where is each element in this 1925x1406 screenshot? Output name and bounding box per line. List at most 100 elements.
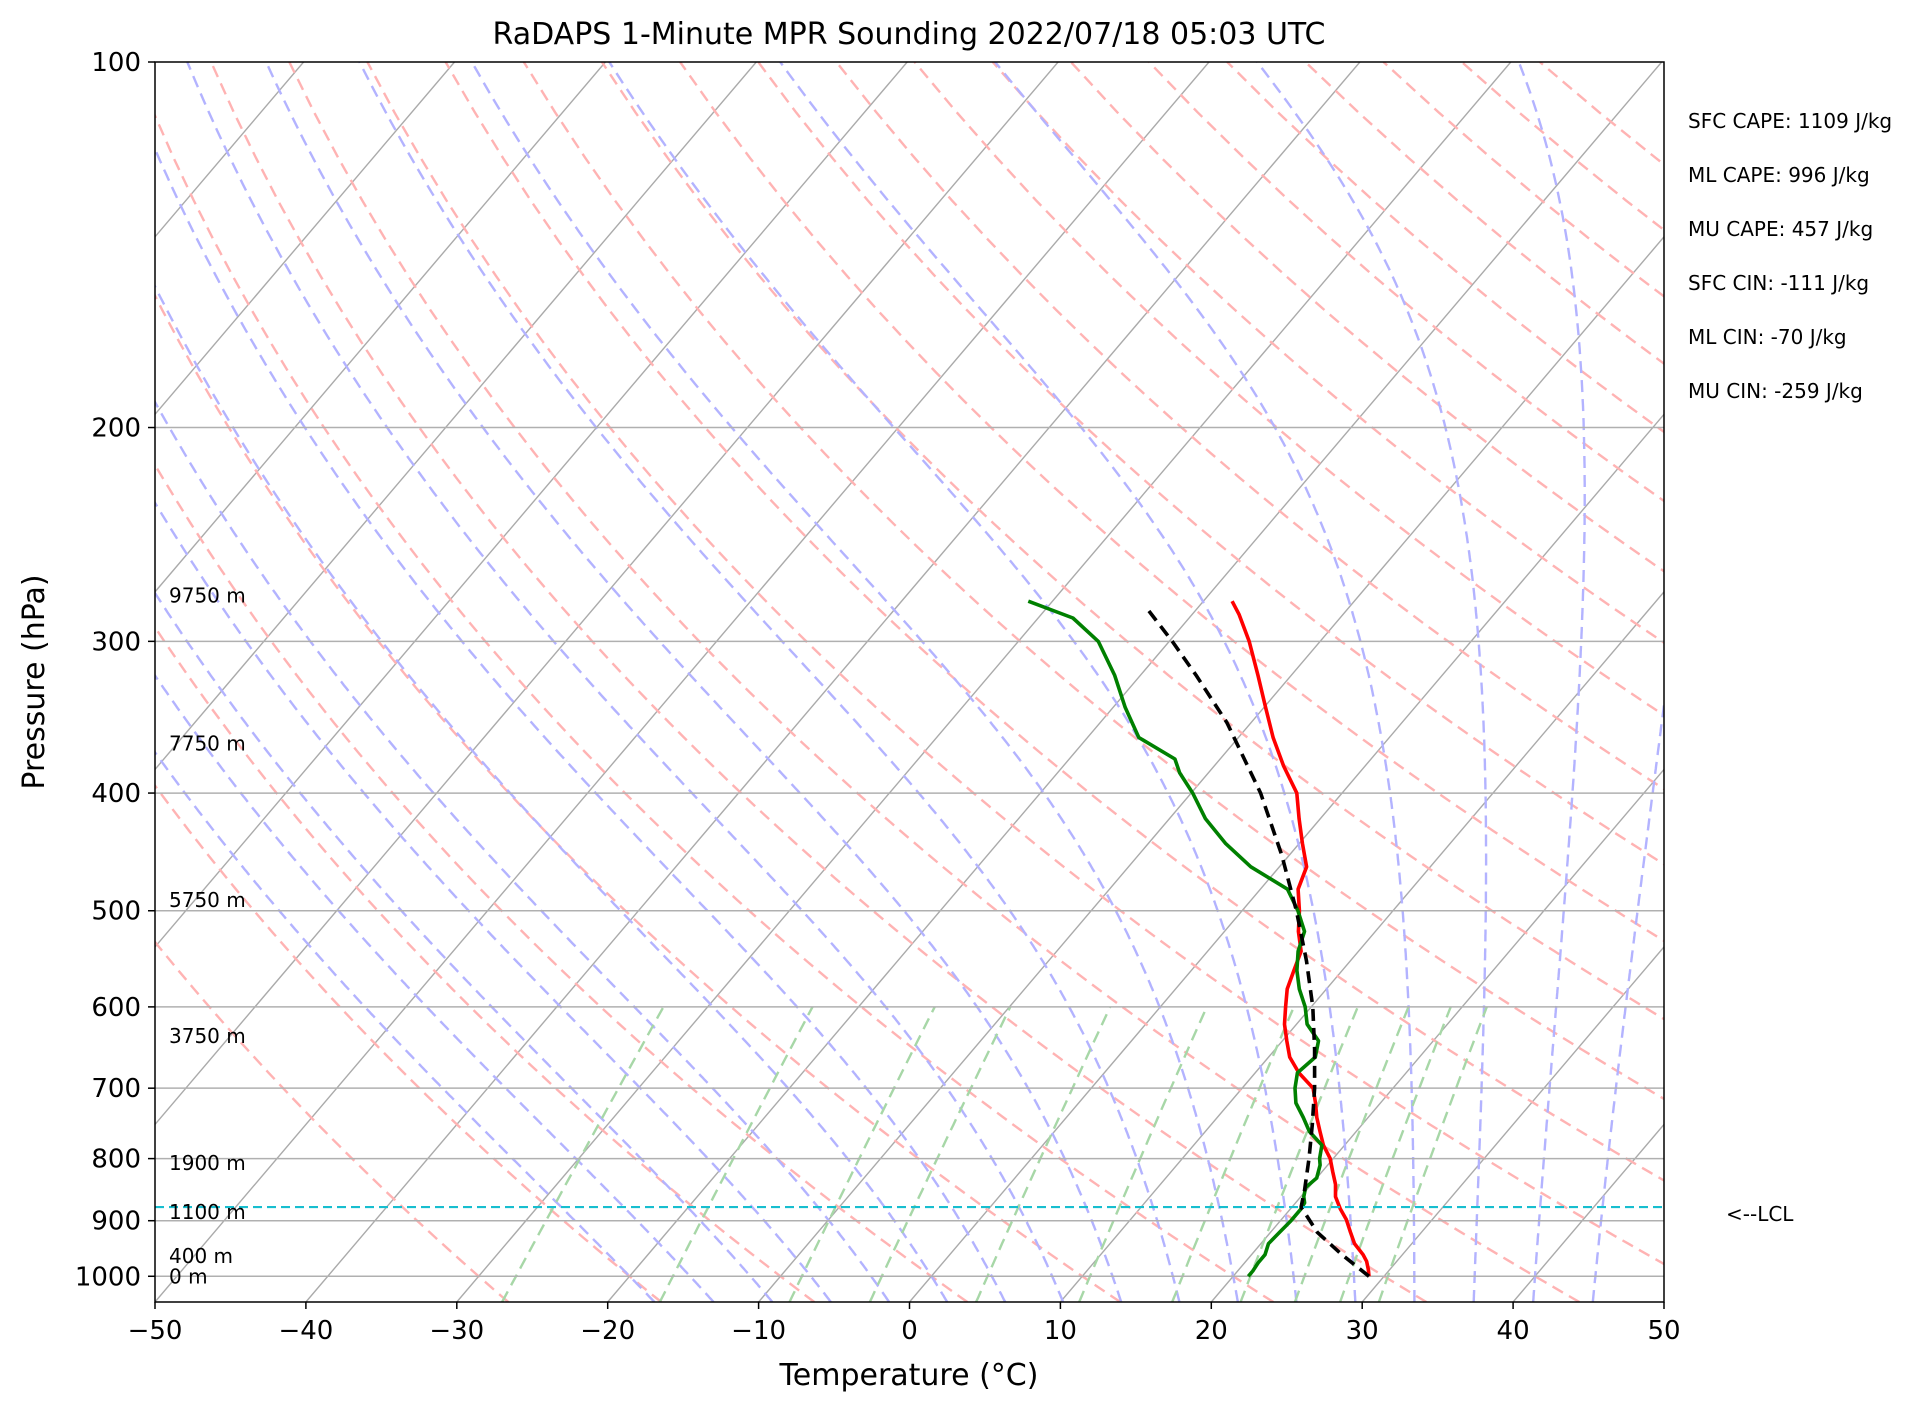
y-tick-label: 1000 xyxy=(75,1262,141,1292)
isotherm-line xyxy=(1361,945,1664,1302)
y-tick-label: 500 xyxy=(91,897,141,927)
x-tick-label: 30 xyxy=(1346,1316,1379,1346)
isotherm-line xyxy=(1210,768,1664,1302)
isotherm-line xyxy=(1059,590,1664,1302)
moist-adiabat-line xyxy=(470,62,1239,1302)
isotherm-line xyxy=(155,62,1210,1302)
mixing-ratio-line xyxy=(1171,1006,1295,1302)
height-label: 0 m xyxy=(169,1264,208,1288)
mixing-ratio-line xyxy=(1377,1006,1488,1302)
moist-adiabat-line xyxy=(155,500,832,1302)
x-tick-label: −30 xyxy=(429,1316,484,1346)
x-tick-label: 40 xyxy=(1497,1316,1530,1346)
mixing-ratio-line xyxy=(1078,1006,1208,1302)
dry-adiabat-line xyxy=(155,462,969,1302)
isotherm-line xyxy=(0,62,2,1302)
y-tick-label: 800 xyxy=(91,1145,141,1175)
isotherm-line xyxy=(607,62,1663,1302)
moist-adiabat-line xyxy=(1517,62,1586,1302)
sounding-series-line xyxy=(1147,609,1371,1278)
dry-adiabat-line xyxy=(991,62,1664,645)
y-tick-label: 100 xyxy=(91,48,141,78)
dry-adiabat-line xyxy=(366,62,1664,1266)
dry-adiabat-line xyxy=(522,62,1664,1101)
y-tick-label: 600 xyxy=(91,993,141,1023)
moist-adiabat-line xyxy=(155,399,891,1302)
moist-adiabat-line xyxy=(186,62,1065,1302)
isotherm-line xyxy=(155,62,757,771)
dry-adiabat-line xyxy=(1539,62,1664,166)
dry-adiabat-line xyxy=(155,112,1275,1302)
mixing-ratio-line xyxy=(658,1006,814,1302)
mixing-ratio-line xyxy=(501,1006,665,1302)
stability-index-text: ML CIN: -70 J/kg xyxy=(1688,325,1847,349)
x-tick-label: 0 xyxy=(901,1316,918,1346)
moist-adiabat-line xyxy=(155,590,774,1302)
y-tick-label: 700 xyxy=(91,1074,141,1104)
height-label: 7750 m xyxy=(169,731,246,755)
dry-adiabat-line xyxy=(155,783,663,1302)
isotherm-line xyxy=(155,62,456,416)
y-tick-label: 300 xyxy=(91,627,141,657)
x-tick-label: 50 xyxy=(1647,1316,1680,1346)
height-label: 5750 m xyxy=(169,888,246,912)
sounding-series-line xyxy=(1027,599,1324,1278)
isotherm-line xyxy=(155,62,1059,1126)
dry-adiabat-line xyxy=(444,62,1664,1182)
dry-adiabat-line xyxy=(1304,62,1664,366)
moist-adiabat-line xyxy=(155,750,656,1302)
height-label: 3750 m xyxy=(169,1024,246,1048)
mixing-ratio-line xyxy=(1239,1006,1359,1302)
moist-adiabat-line xyxy=(779,62,1357,1302)
dry-adiabat-line xyxy=(155,940,510,1302)
height-label: 400 m xyxy=(169,1244,233,1268)
moist-adiabat-line xyxy=(1256,62,1488,1302)
dry-adiabat-line xyxy=(913,62,1664,717)
moist-adiabat-line xyxy=(994,62,1416,1302)
y-axis-ticks: 100 200 300 400 500 600 700 800 900 1000 xyxy=(75,48,155,1292)
lcl-label: <--LCL xyxy=(1726,1202,1794,1226)
isotherm-line xyxy=(758,235,1664,1302)
isotherm-line xyxy=(1663,1300,1664,1302)
y-tick-label: 400 xyxy=(91,779,141,809)
dry-adiabat-line xyxy=(1460,62,1664,232)
isotherm-line xyxy=(908,413,1664,1302)
moist-adiabat-line xyxy=(155,283,949,1302)
y-tick-label: 200 xyxy=(91,414,141,444)
x-tick-label: −50 xyxy=(128,1316,183,1346)
stability-index-text: ML CAPE: 996 J/kg xyxy=(1688,163,1870,187)
x-tick-label: 10 xyxy=(1044,1316,1077,1346)
isotherm-line xyxy=(456,62,1512,1302)
isotherm-line xyxy=(155,62,908,949)
height-label: 9750 m xyxy=(169,583,246,607)
y-axis-label: Pressure (hPa) xyxy=(17,574,52,789)
dry-adiabat-line xyxy=(155,293,1122,1302)
mixing-ratio-line xyxy=(868,1006,1012,1302)
height-label: 1100 m xyxy=(169,1200,246,1224)
isotherm-line xyxy=(1512,1123,1664,1302)
moist-adiabat-line xyxy=(358,62,1181,1302)
dry-adiabat-line xyxy=(288,62,1580,1302)
sounding-series xyxy=(1027,599,1371,1278)
isotherm-line xyxy=(155,62,606,593)
stability-index-text: SFC CAPE: 1109 J/kg xyxy=(1688,109,1892,133)
dry-adiabat-line xyxy=(1148,62,1664,503)
dry-adiabat-line xyxy=(835,62,1664,791)
x-axis-label: Temperature (°C) xyxy=(779,1358,1039,1393)
dry-adiabat-line xyxy=(1070,62,1664,573)
x-tick-label: −20 xyxy=(580,1316,635,1346)
isotherm-line xyxy=(305,62,1361,1302)
dry-adiabat-line xyxy=(155,625,816,1302)
stability-index-text: MU CIN: -259 J/kg xyxy=(1688,379,1863,403)
pressure-gridlines xyxy=(155,426,1664,1278)
stability-index-text: SFC CIN: -111 J/kg xyxy=(1688,271,1869,295)
mixing-ratio-line xyxy=(975,1006,1112,1302)
stability-index-text: MU CAPE: 457 J/kg xyxy=(1688,217,1873,241)
moist-adiabat-line xyxy=(608,62,1298,1302)
moist-adiabat-line xyxy=(155,146,1007,1302)
x-tick-label: −40 xyxy=(278,1316,333,1346)
y-tick-label: 900 xyxy=(91,1207,141,1237)
moist-adiabat-line xyxy=(1591,695,1664,1302)
